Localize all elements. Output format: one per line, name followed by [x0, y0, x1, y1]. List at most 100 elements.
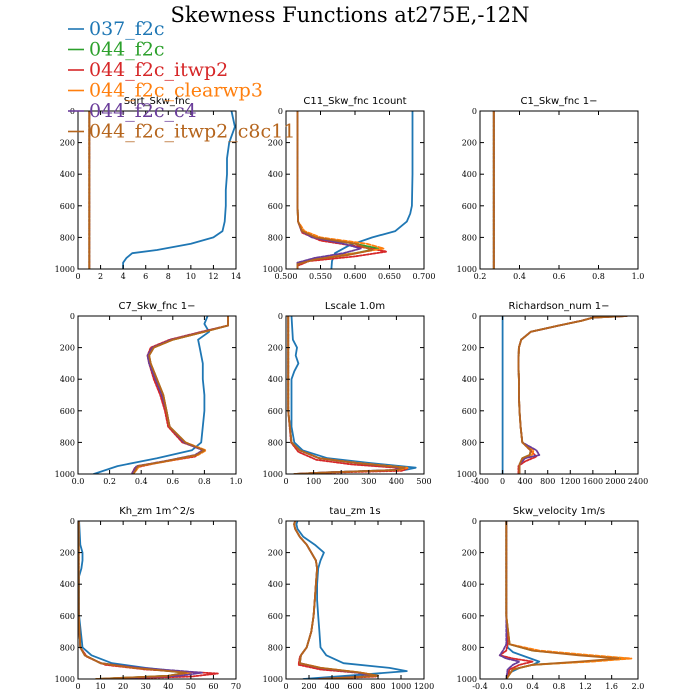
y-tick-label: 1000	[263, 675, 283, 684]
series-line-037-f2c	[122, 111, 236, 269]
y-tick-label: 600	[268, 612, 283, 621]
plot-frame	[285, 315, 425, 475]
y-tick-label: 1000	[457, 265, 477, 274]
x-tick-label: 40	[163, 682, 173, 691]
x-tick-label: 20	[118, 682, 128, 691]
series-line-044-f2c	[78, 521, 188, 679]
legend-entry: 044_f2c_c4	[68, 100, 197, 122]
y-tick-label: 200	[268, 344, 283, 353]
plot-frame	[479, 315, 639, 475]
x-tick-label: 1.0	[632, 272, 645, 281]
panel-3: C1_Skw_fnc 1− 0.2 0.4 0.6 0.8 1.0 0 200 400 600 80…	[457, 96, 645, 281]
plot-frame	[77, 110, 237, 270]
y-tick-label: 600	[60, 407, 75, 416]
x-tick-label: 0	[500, 477, 505, 486]
x-tick-label: 600	[347, 682, 362, 691]
y-tick-label: 1000	[457, 675, 477, 684]
panel-7: Kh_zm 1m^2/s 0 10 20 30 40 50 60 70 0 200 400 600 800…	[55, 506, 241, 691]
series-group	[498, 521, 633, 679]
panel-title: C11_Skw_fnc 1count	[303, 96, 406, 107]
y-tick-label: 1000	[263, 265, 283, 274]
panel-4: C7_Skw_fnc 1− 0.0 0.2 0.4 0.6 0.8 1.0 0 200 400 60…	[55, 301, 243, 486]
x-tick-label: 0	[75, 272, 80, 281]
x-tick-label: 200	[301, 682, 316, 691]
series-line-044-f2c-itwp2-c8c11	[132, 316, 229, 474]
panel-title: Skw_velocity 1m/s	[513, 506, 605, 517]
panel-grid: Sqrt_Skw_fnc0246810121402004006008001000…	[55, 96, 649, 691]
figure-title: Skewness Functions at275E,-12N	[170, 3, 529, 27]
x-tick-label: 10	[186, 272, 196, 281]
y-tick-label: 0	[472, 312, 477, 321]
x-tick-label: 0.0	[500, 682, 513, 691]
series-line-044-f2c-itwp2-c8c11	[293, 521, 379, 679]
x-tick-label: 0.650	[378, 272, 401, 281]
x-tick-label: 0.4	[135, 477, 148, 486]
y-tick-label: 600	[462, 612, 477, 621]
x-tick-label: 4	[121, 272, 126, 281]
panel-5: Lscale 1.0m 0 100 200 300 400 500 0 200 400 600 800…	[263, 301, 432, 486]
x-tick-label: 0.4	[513, 272, 526, 281]
x-tick-label: 0.700	[413, 272, 436, 281]
y-tick-label: 0	[278, 517, 283, 526]
y-tick-label: 800	[462, 438, 477, 447]
series-group	[92, 316, 229, 474]
series-line-044-f2c	[505, 521, 629, 679]
x-tick-label: 400	[389, 477, 404, 486]
series-group	[293, 521, 408, 679]
y-tick-label: 0	[278, 312, 283, 321]
x-tick-label: 6	[143, 272, 148, 281]
x-tick-label: 10	[95, 682, 105, 691]
x-tick-label: 30	[141, 682, 151, 691]
y-tick-label: 400	[462, 170, 477, 179]
panel-title: Sqrt_Skw_fnc	[124, 96, 190, 107]
y-tick-label: 600	[268, 202, 283, 211]
y-tick-label: 800	[462, 643, 477, 652]
x-tick-label: 0.2	[474, 272, 487, 281]
x-tick-label: 1600	[583, 477, 603, 486]
x-tick-label: 800	[370, 682, 385, 691]
series-line-037-f2c	[290, 316, 417, 474]
y-tick-label: 1000	[263, 470, 283, 479]
series-line-044-f2c-c4	[78, 521, 203, 679]
series-group	[501, 316, 628, 474]
y-tick-label: 800	[268, 233, 283, 242]
x-tick-label: 0	[283, 682, 288, 691]
x-tick-label: 8	[166, 272, 171, 281]
plot-frame	[479, 520, 639, 680]
x-tick-label: 0	[75, 682, 80, 691]
y-tick-label: 600	[462, 407, 477, 416]
x-tick-label: 0.6	[553, 272, 566, 281]
panel-title: Lscale 1.0m	[325, 301, 385, 312]
legend-entry: 044_f2c_clearwp3	[68, 80, 263, 102]
series-group	[78, 521, 219, 679]
x-tick-label: 1200	[560, 477, 580, 486]
series-line-044-f2c-clearwp3	[505, 521, 633, 679]
series-group	[88, 111, 236, 269]
y-tick-label: 200	[60, 139, 75, 148]
series-line-044-f2c-clearwp3	[296, 111, 385, 269]
x-tick-label: 0.8	[198, 477, 211, 486]
x-tick-label: 60	[208, 682, 218, 691]
x-tick-label: 0.0	[72, 477, 85, 486]
legend-entry: 044_f2c	[68, 39, 165, 61]
legend-label: 044_f2c_itwp2_c8c11	[89, 121, 295, 143]
y-tick-label: 800	[462, 233, 477, 242]
x-tick-label: 12	[208, 272, 218, 281]
x-tick-label: 1000	[391, 682, 411, 691]
series-line-044-f2c-itwp2	[130, 316, 229, 474]
panel-title: Richardson_num 1−	[509, 301, 610, 312]
legend-label: 044_f2c_c4	[89, 100, 197, 122]
x-tick-label: 100	[306, 477, 321, 486]
x-tick-label: 0.2	[103, 477, 116, 486]
plot-frame	[77, 520, 237, 680]
plot-frame	[77, 315, 237, 475]
y-tick-label: 400	[268, 170, 283, 179]
x-tick-label: 2	[98, 272, 103, 281]
x-tick-label: 0.600	[344, 272, 367, 281]
y-tick-label: 200	[60, 549, 75, 558]
x-tick-label: 200	[334, 477, 349, 486]
series-line-044-f2c-itwp2	[78, 521, 219, 679]
legend-label: 044_f2c_itwp2	[89, 59, 228, 81]
y-tick-label: 200	[462, 139, 477, 148]
